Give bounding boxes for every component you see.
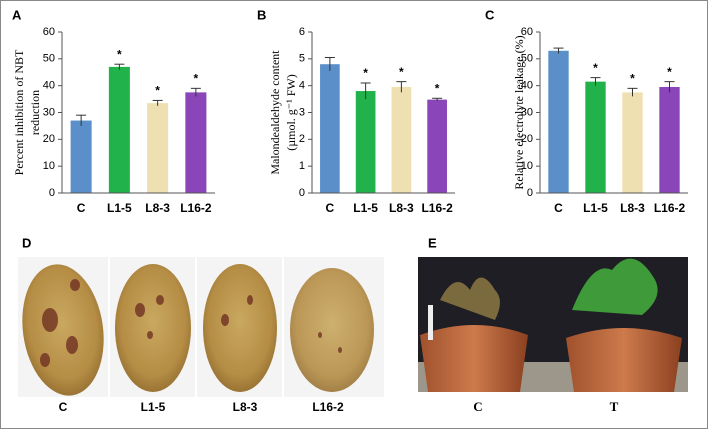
significance-mark: * [155,84,160,98]
x-tick-label: L1-5 [353,201,378,215]
error-bar [360,82,371,100]
y-tick-label: 3 [299,106,305,118]
significance-mark: * [363,66,368,80]
y-tick-label: 4 [299,80,305,92]
panel-label: B [257,7,266,22]
photo-caption: T [610,399,619,414]
bar [355,91,376,193]
bar [70,120,92,193]
y-axis-label: reduction [28,90,42,135]
y-axis-label: Percent inhibition of NBT [12,49,26,175]
error-bar [76,114,87,126]
photo-caption: L1-5 [141,400,166,414]
x-tick-label: L1-5 [107,201,132,215]
significance-mark: * [435,81,440,95]
y-tick-label: 0 [299,187,305,199]
x-tick-label: L1-5 [583,201,608,215]
x-tick-label: L16-2 [180,201,212,215]
significance-mark: * [117,47,122,61]
y-tick-label: 6 [299,26,305,38]
y-tick-label: 1 [299,160,305,172]
error-bar [324,56,335,71]
y-tick-label: 10 [521,160,533,172]
x-tick-label: L16-2 [421,201,453,215]
error-bar [152,99,163,106]
x-tick-label: C [554,201,563,215]
error-bar [114,63,125,70]
y-tick-label: 5 [299,53,305,65]
y-axis-label: (µmol. g⁻¹ FW) [284,74,298,151]
bar [391,87,412,193]
error-bar [664,81,675,93]
bar [147,103,169,193]
y-tick-label: 50 [521,53,533,65]
bar [427,99,447,193]
photo-caption: C [59,400,68,414]
y-axis-label: Malondealdehyde content [268,50,282,175]
y-tick-label: 50 [43,53,55,65]
x-tick-label: L8-3 [620,201,645,215]
leaf-photos [18,257,384,397]
y-tick-label: 20 [521,133,533,145]
significance-mark: * [399,65,404,79]
x-tick-label: L16-2 [654,201,686,215]
bar [622,92,643,193]
y-tick-label: 30 [43,106,55,118]
error-bar [396,81,407,93]
x-tick-label: L8-3 [145,201,170,215]
y-tick-label: 2 [299,133,305,145]
y-tick-label: 20 [43,133,55,145]
photo-caption: L16-2 [312,400,344,414]
y-tick-label: 0 [49,187,55,199]
x-tick-label: C [77,201,86,215]
y-tick-label: 60 [43,26,55,38]
significance-mark: * [630,72,635,86]
bar [548,50,569,194]
x-tick-label: C [326,201,335,215]
error-bar [553,47,564,54]
error-bar [627,87,638,97]
significance-mark: * [667,65,672,79]
y-tick-label: 60 [521,26,533,38]
bar [659,87,680,193]
significance-mark: * [593,61,598,75]
y-axis-label: Relative electrolyte leakage (%) [512,35,526,189]
error-bar [590,77,601,86]
y-tick-label: 30 [521,106,533,118]
bar [108,66,130,193]
x-tick-label: L8-3 [389,201,414,215]
error-bar [432,97,443,101]
plant-photo [418,257,688,392]
bar [185,92,207,193]
error-bar [190,87,201,97]
photo-caption: C [473,399,482,414]
panel-label: D [22,235,31,250]
y-tick-label: 40 [521,80,533,92]
y-tick-label: 0 [527,187,533,199]
significance-mark: * [194,72,199,86]
photo-caption: L8-3 [233,400,258,414]
y-tick-label: 10 [43,160,55,172]
y-tick-label: 40 [43,80,55,92]
panel-label: A [12,7,22,22]
bar [320,64,340,193]
panel-label: E [428,235,437,250]
panel-label: C [485,7,495,22]
bar [585,81,606,193]
